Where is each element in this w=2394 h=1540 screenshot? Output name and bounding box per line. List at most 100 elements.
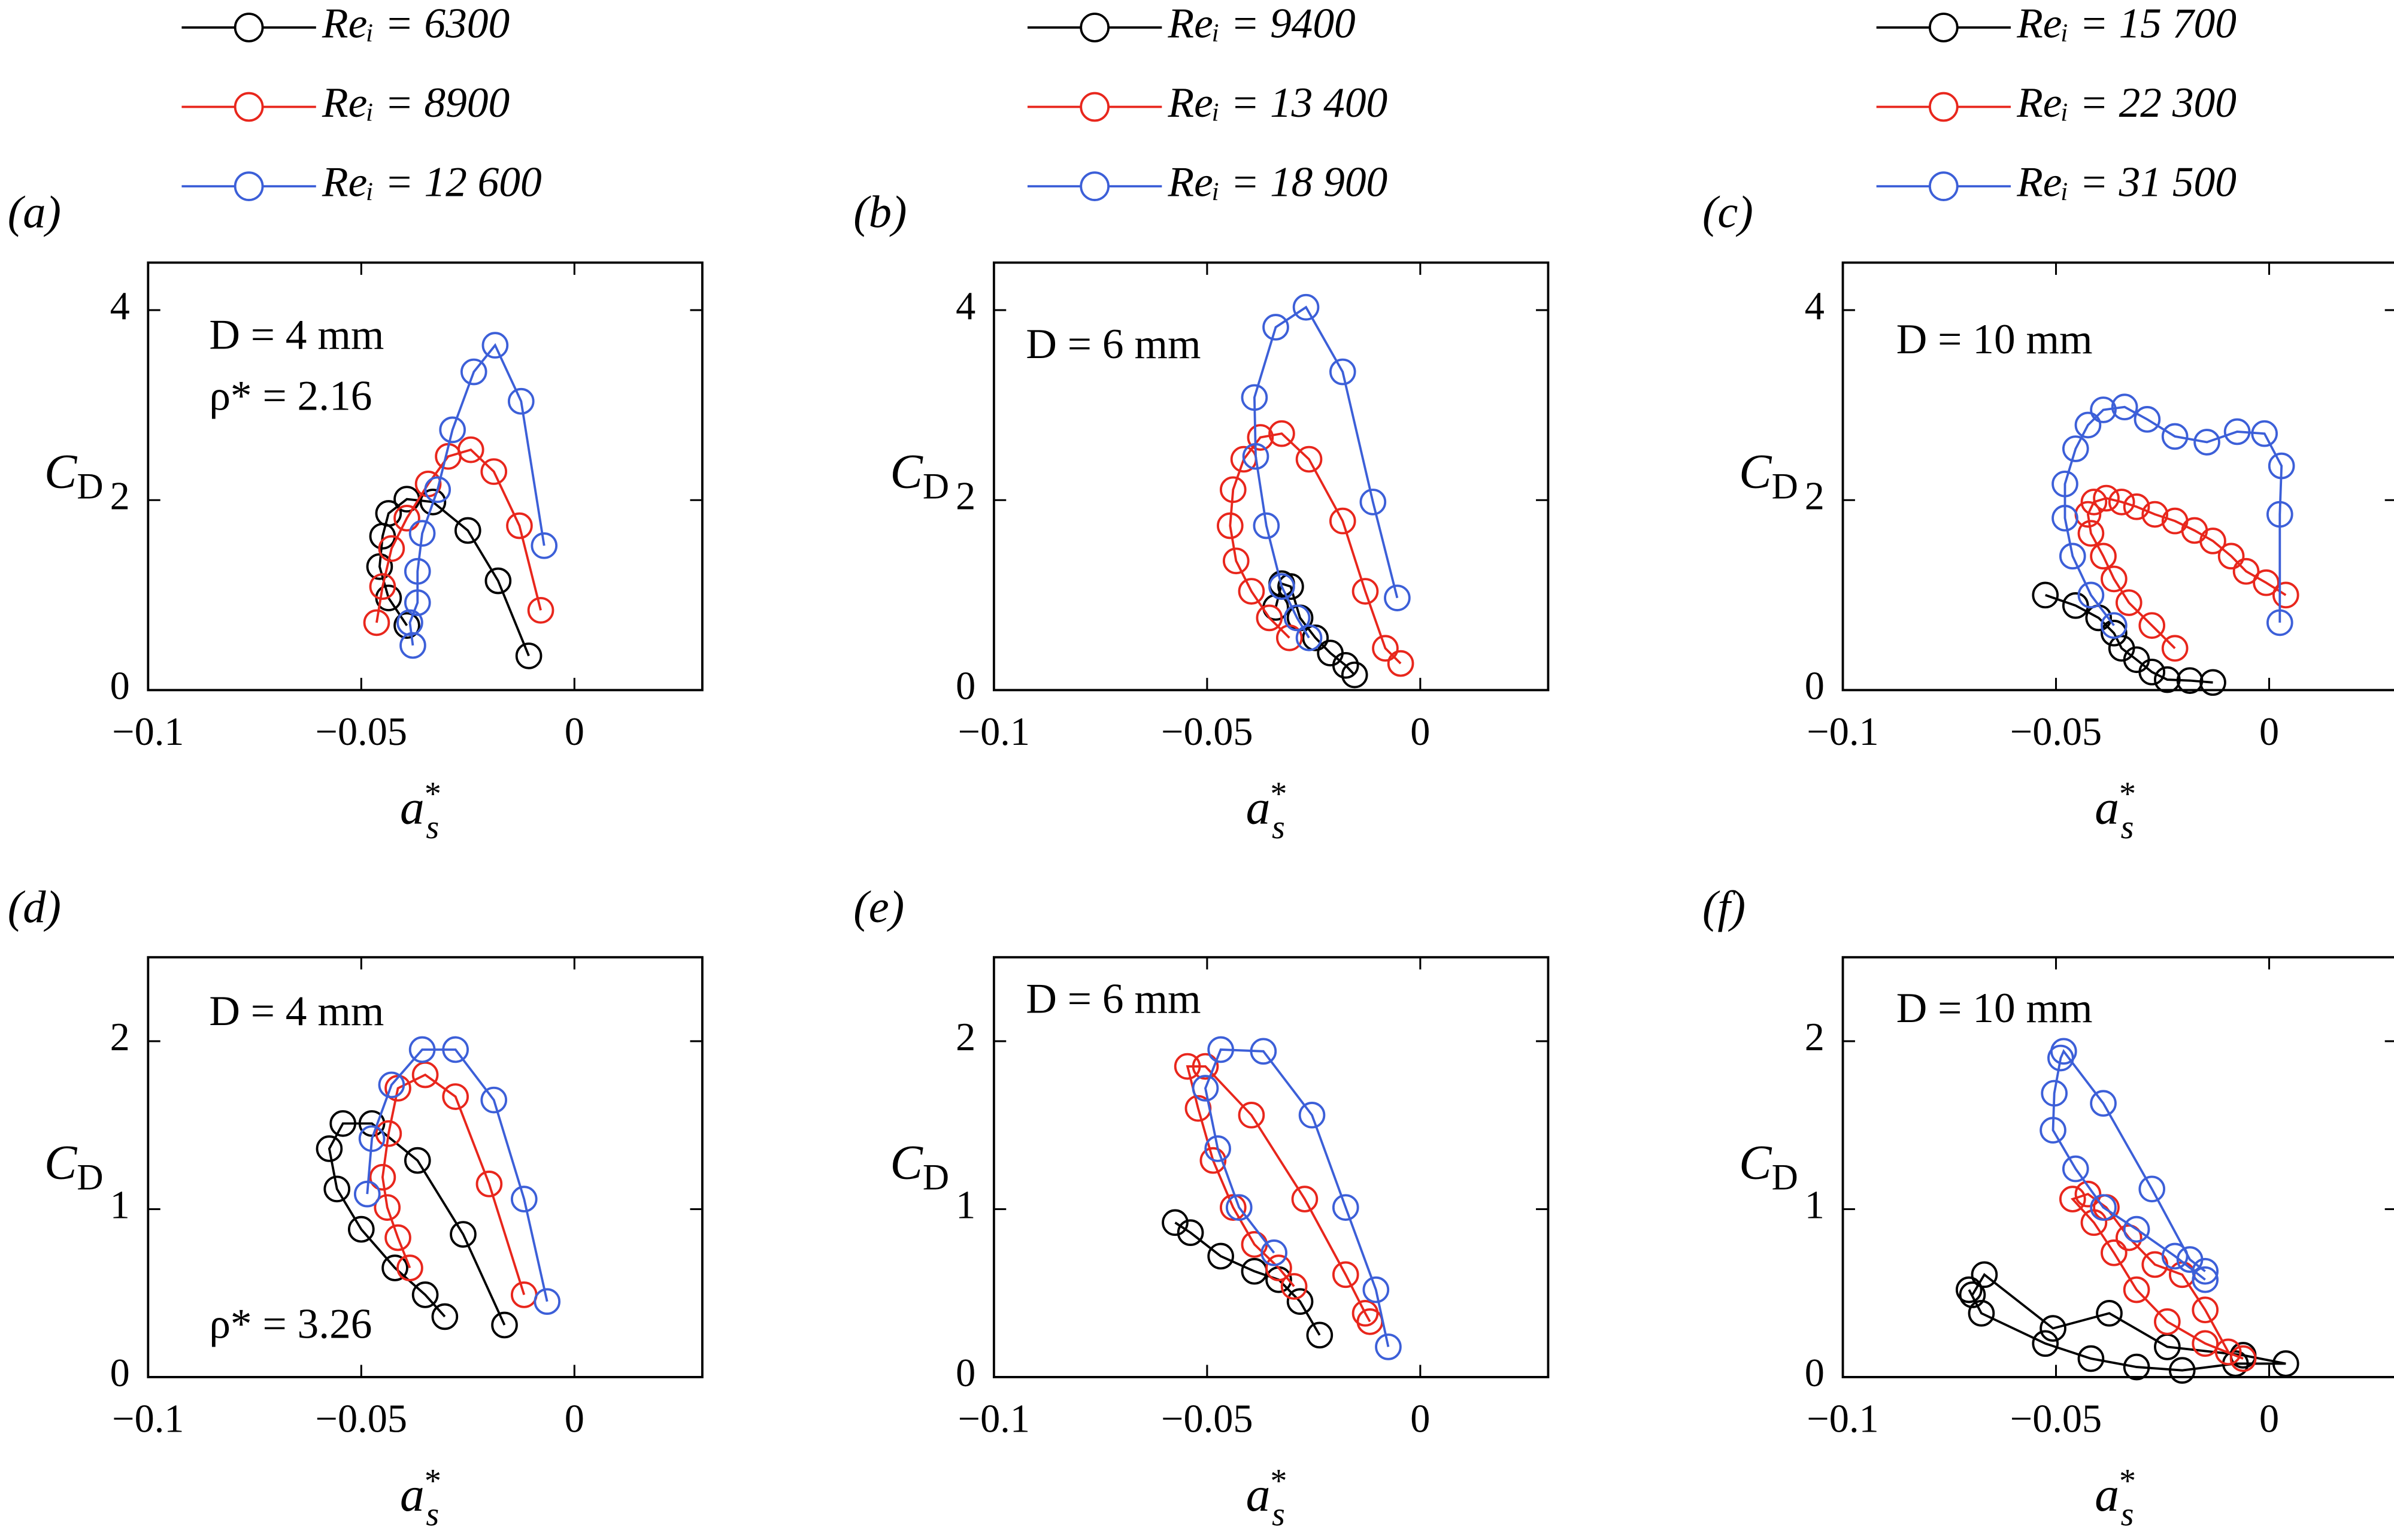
marker bbox=[1372, 635, 1399, 662]
x-label-sub: s bbox=[426, 1496, 439, 1533]
x-tick-label: −0.05 bbox=[1161, 710, 1253, 754]
marker bbox=[2101, 612, 2128, 639]
series-line bbox=[328, 1122, 506, 1326]
marker bbox=[1260, 1239, 1287, 1266]
marker bbox=[2090, 1090, 2117, 1117]
marker bbox=[454, 517, 481, 544]
marker bbox=[329, 1110, 357, 1137]
marker bbox=[2199, 669, 2226, 696]
marker bbox=[1384, 584, 1411, 611]
y-tick-label: 2 bbox=[110, 474, 130, 518]
marker bbox=[491, 1311, 518, 1339]
x-label-sup: * bbox=[2119, 775, 2136, 813]
series-line bbox=[375, 448, 542, 623]
marker bbox=[347, 1215, 375, 1243]
series-line bbox=[1174, 1221, 1321, 1336]
marker bbox=[2123, 493, 2150, 520]
annotation: D = 10 mm bbox=[1896, 984, 2093, 1032]
marker bbox=[439, 416, 466, 444]
x-tick-label: 0 bbox=[565, 1397, 584, 1441]
series-line bbox=[1186, 1065, 1371, 1323]
y-tick-label: 0 bbox=[1805, 665, 1825, 708]
legend-label: Reᵢ = 18 900 bbox=[1168, 158, 1388, 205]
marker bbox=[2161, 635, 2189, 662]
marker bbox=[1268, 573, 1295, 600]
marker bbox=[2077, 1345, 2105, 1372]
marker bbox=[442, 1036, 469, 1063]
marker bbox=[1207, 1242, 1234, 1270]
marker bbox=[374, 1194, 401, 1221]
panel-label: (e) bbox=[853, 881, 904, 932]
legend-label: Reᵢ = 31 500 bbox=[2016, 158, 2237, 205]
marker bbox=[2192, 1266, 2219, 1293]
marker bbox=[431, 1303, 459, 1330]
marker bbox=[1359, 489, 1387, 516]
marker bbox=[2096, 1300, 2123, 1327]
annotation: D = 4 mm bbox=[209, 987, 384, 1035]
marker bbox=[1286, 1288, 1314, 1315]
marker bbox=[2266, 501, 2293, 528]
marker bbox=[369, 1163, 396, 1191]
panel-label: (d) bbox=[8, 881, 61, 932]
marker bbox=[363, 609, 390, 636]
legend-marker bbox=[1080, 92, 1110, 122]
panel-label: (c) bbox=[1702, 187, 1753, 238]
legend-label: Reᵢ = 8900 bbox=[322, 79, 510, 126]
legend-marker bbox=[234, 171, 264, 201]
marker bbox=[1291, 1186, 1319, 1212]
panel-label: (b) bbox=[853, 187, 907, 238]
x-tick-label: 0 bbox=[2259, 710, 2279, 754]
legend-marker bbox=[1928, 13, 1959, 43]
marker bbox=[424, 476, 451, 504]
x-label-sub: s bbox=[2121, 1496, 2134, 1533]
marker bbox=[481, 332, 509, 359]
marker bbox=[1298, 1102, 1326, 1129]
marker bbox=[2176, 667, 2204, 694]
marker bbox=[408, 520, 436, 547]
annotation: D = 10 mm bbox=[1896, 316, 2093, 363]
marker bbox=[1268, 420, 1295, 447]
marker bbox=[358, 1125, 386, 1152]
marker bbox=[378, 1071, 405, 1099]
marker bbox=[2229, 1345, 2257, 1372]
marker bbox=[1204, 1135, 1231, 1162]
y-tick-label: 1 bbox=[110, 1184, 130, 1227]
marker bbox=[393, 505, 420, 532]
y-tick-label: 0 bbox=[110, 1351, 130, 1395]
legend-label: Reᵢ = 15 700 bbox=[2016, 0, 2237, 47]
marker bbox=[2090, 396, 2117, 423]
legend-marker bbox=[1928, 92, 1959, 122]
series-line bbox=[408, 343, 546, 646]
marker bbox=[2040, 1315, 2066, 1342]
marker bbox=[2080, 489, 2108, 516]
y-tick-label: 0 bbox=[1805, 1351, 1825, 1395]
marker bbox=[527, 596, 554, 624]
marker bbox=[396, 1254, 423, 1281]
y-axis-label: CD bbox=[1739, 444, 1798, 507]
y-axis-label: CD bbox=[890, 444, 950, 507]
marker bbox=[2134, 406, 2161, 433]
y-tick-label: 1 bbox=[956, 1184, 975, 1227]
marker bbox=[1192, 1053, 1219, 1080]
x-label-base: a bbox=[1246, 1467, 1271, 1521]
series-line bbox=[2063, 405, 2283, 626]
marker bbox=[1351, 578, 1379, 605]
marker bbox=[1332, 1194, 1359, 1221]
x-axis-label: a* s bbox=[400, 775, 441, 846]
marker bbox=[2192, 1257, 2219, 1285]
marker bbox=[2141, 501, 2169, 528]
y-axis-label: CD bbox=[44, 444, 104, 507]
marker bbox=[1238, 578, 1265, 605]
marker bbox=[1250, 1038, 1277, 1065]
y-axis-label: CD bbox=[44, 1135, 104, 1198]
marker bbox=[1332, 1261, 1359, 1289]
marker bbox=[1275, 624, 1303, 651]
marker bbox=[2051, 505, 2078, 532]
marker bbox=[2101, 565, 2128, 593]
marker bbox=[1207, 1036, 1234, 1063]
marker bbox=[1238, 1102, 1265, 1129]
marker bbox=[507, 387, 535, 415]
marker bbox=[1295, 445, 1323, 473]
